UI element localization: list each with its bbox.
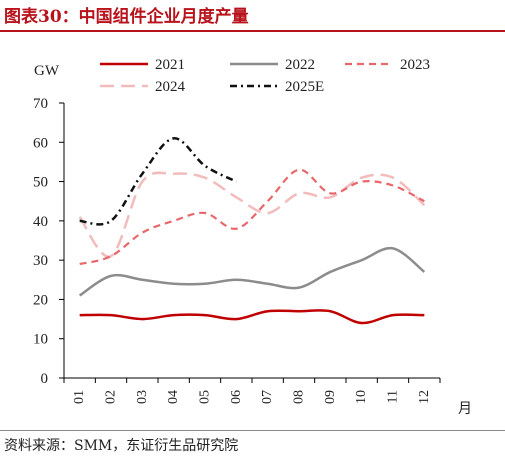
x-tick-label: 06: [229, 390, 244, 404]
chart-legend: 2021 2022 2023 2024 2025E: [100, 57, 430, 95]
y-tick-label: 20: [33, 292, 48, 308]
x-tick-label: 05: [198, 390, 213, 404]
source-note: 资料来源：SMM，东证衍生品研究院: [4, 438, 239, 454]
x-tick-label: 07: [260, 390, 275, 404]
title-rule: [0, 30, 505, 32]
x-tick-label: 01: [72, 390, 87, 404]
x-tick-label: 04: [166, 390, 181, 404]
y-tick-label: 10: [33, 332, 48, 348]
y-tick-label: 60: [33, 135, 48, 151]
figure-title: 图表30：中国组件企业月度产量: [4, 7, 249, 27]
line-chart: 0 10 20 30 40 50 60 70 GW 01 02 03 04 05 06 07 08 09 10 11 1…: [33, 57, 472, 417]
x-tick-label: 10: [354, 390, 369, 404]
series-line-2025e: [79, 137, 237, 226]
legend-label-2021: 2021: [155, 57, 185, 73]
x-tick-label: 03: [135, 390, 150, 404]
y-axis-label: GW: [34, 63, 60, 79]
x-tick-label: 12: [417, 390, 432, 404]
series-line-2021: [79, 309, 425, 325]
x-tick-label: 02: [104, 390, 119, 404]
x-axis-label: 月: [458, 401, 472, 417]
x-tick-label: 08: [292, 390, 307, 404]
legend-label-2023: 2023: [400, 57, 430, 73]
series-line-2024: [78, 171, 426, 258]
y-tick-label: 50: [33, 175, 48, 191]
y-tick-label: 30: [33, 253, 48, 269]
y-tick-label: 40: [33, 214, 48, 230]
chart-axes: 0 10 20 30 40 50 60 70 GW 01 02 03 04 05 06 07 08 09 10 11 1…: [33, 63, 472, 417]
x-tick-label: 09: [323, 390, 338, 404]
series-line-2022: [78, 246, 426, 297]
y-tick-label: 0: [41, 371, 49, 387]
legend-label-2024: 2024: [155, 79, 186, 95]
y-tick-label: 70: [33, 96, 48, 112]
source-rule: [0, 430, 505, 431]
x-tick-label: 11: [386, 390, 401, 403]
series-line-2023: [79, 168, 425, 266]
legend-label-2022: 2022: [285, 57, 315, 73]
chart-series: [78, 137, 426, 325]
legend-label-2025e: 2025E: [285, 79, 324, 95]
